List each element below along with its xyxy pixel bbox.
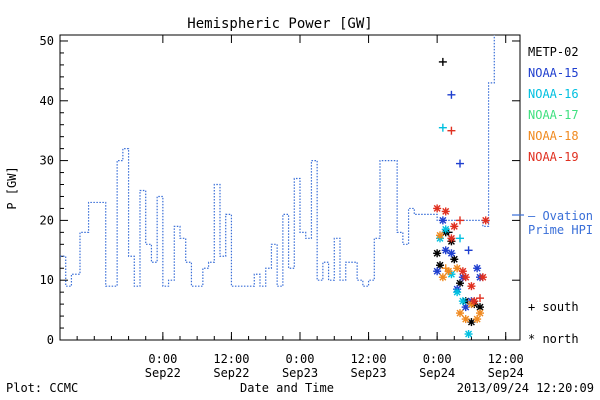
legend-ovation-line2: Prime HPI (528, 223, 593, 237)
y-axis: 0 10 20 30 40 50 (40, 34, 520, 347)
noaa-18-north-marker (476, 309, 484, 318)
noaa-18-north-marker (436, 231, 444, 240)
series-layer (60, 35, 495, 339)
noaa-15-north-marker (461, 303, 470, 312)
y-tick-label: 20 (40, 213, 54, 227)
metp-02-north-marker (476, 303, 484, 312)
noaa-15-north-marker (447, 249, 456, 258)
noaa-18-north-marker (456, 309, 464, 318)
plot-border (59, 34, 521, 341)
y-tick-label: 0 (47, 333, 54, 347)
legend-item: METP-02 (528, 45, 579, 59)
noaa-19-north-marker (470, 297, 479, 306)
metp-02-north-marker (456, 279, 464, 288)
x-tick-label-time: 0:00 (423, 352, 452, 366)
noaa-15-south-marker (456, 159, 464, 168)
noaa-18-north-marker (444, 267, 453, 276)
metp-02-north-marker (433, 249, 442, 258)
x-tick-label-date: Sep22 (213, 366, 249, 380)
noaa-18-north-marker (438, 273, 447, 282)
noaa-15-north-marker (441, 246, 450, 255)
legend: METP-02 NOAA-15 NOAA-16 NOAA-17 NOAA-18 NOAA-… (512, 45, 593, 346)
noaa-19-north-marker (441, 207, 450, 216)
y-axis-label: P [GW] (5, 166, 19, 209)
legend-item: NOAA-16 (528, 87, 579, 101)
chart-title: Hemispheric Power [GW] (187, 16, 372, 32)
legend-item: NOAA-15 (528, 66, 579, 80)
x-tick-label-time: 0:00 (148, 352, 177, 366)
x-axis-label: Date and Time (240, 381, 334, 395)
noaa-15-north-marker (438, 216, 447, 225)
legend-item: NOAA-18 (528, 129, 579, 143)
footer-credit: Plot: CCMC (6, 381, 78, 395)
noaa-19-north-marker (458, 267, 467, 276)
noaa-19-north-marker (467, 282, 476, 291)
noaa-16-south-marker (438, 123, 447, 132)
noaa-15-north-marker (473, 264, 482, 273)
noaa-15-south-marker (464, 246, 473, 255)
y-tick-label: 10 (40, 273, 54, 287)
y-tick-label: 40 (40, 94, 54, 108)
x-axis: 0:00Sep2212:00Sep220:00Sep2312:00Sep230:… (59, 35, 524, 380)
noaa-19-south-marker (476, 294, 484, 303)
noaa-15-south-marker (447, 90, 456, 99)
noaa-19-north-marker (481, 216, 490, 225)
noaa-19-south-marker (447, 126, 456, 135)
metp-02-south-marker (438, 57, 447, 66)
noaa-19-north-marker (450, 222, 459, 231)
x-tick-label-time: 12:00 (351, 352, 387, 366)
footer-timestamp: 2013/09/24 12:20:09 (457, 381, 594, 395)
noaa-16-north-marker (453, 288, 462, 297)
noaa-15-north-marker (433, 267, 442, 276)
noaa-19-north-marker (447, 234, 456, 243)
x-tick-label-date: Sep23 (351, 366, 387, 380)
y-tick-label: 50 (40, 34, 54, 48)
y-tick-label: 30 (40, 154, 54, 168)
noaa-16-north-marker (458, 297, 467, 306)
x-tick-label-date: Sep24 (419, 366, 455, 380)
noaa-19-north-marker (461, 273, 470, 282)
x-tick-label-time: 0:00 (286, 352, 315, 366)
metp-02-north-marker (450, 255, 459, 264)
plot-frame (59, 34, 521, 341)
noaa-19-south-marker (456, 216, 464, 225)
x-tick-label-date: Sep23 (282, 366, 318, 380)
legend-ovation-line1: — Ovation (528, 209, 593, 223)
metp-02-north-marker (467, 318, 476, 327)
noaa-18-north-marker (453, 264, 462, 273)
x-tick-label-time: 12:00 (213, 352, 249, 366)
legend-item: NOAA-17 (528, 108, 579, 122)
noaa-16-north-marker (464, 330, 473, 339)
noaa-16-north-marker (441, 225, 450, 234)
legend-south: + south (528, 300, 579, 314)
x-tick-label-date: Sep22 (145, 366, 181, 380)
x-tick-label-time: 12:00 (488, 352, 524, 366)
metp-02-north-marker (436, 261, 444, 270)
ovation-prime-hpi-line (60, 35, 495, 287)
noaa-19-north-marker (478, 273, 487, 282)
noaa-16-south-marker (456, 234, 464, 243)
legend-north: * north (528, 332, 579, 346)
noaa-18-north-marker (461, 315, 470, 324)
x-tick-label-date: Sep24 (488, 366, 524, 380)
noaa-19-north-marker (433, 204, 442, 213)
legend-item: NOAA-19 (528, 150, 579, 164)
noaa-18-north-marker (473, 315, 482, 324)
